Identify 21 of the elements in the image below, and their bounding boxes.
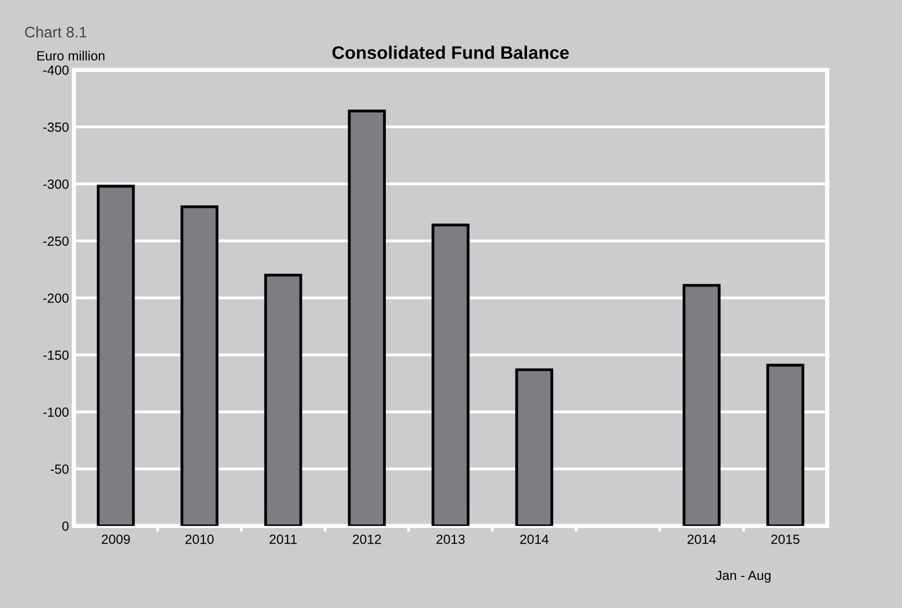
y-tick-label: -200 [43,293,69,303]
x-tick-label: 2015 [771,534,800,544]
x-tick-label: 2009 [102,534,130,544]
y-tick-label: -400 [43,65,69,75]
y-axis-title: Euro million [37,50,104,60]
y-tick-label: -50 [50,464,69,474]
x-tick-label: 2013 [436,534,465,544]
caption: Chart 8.1 [25,26,86,38]
x-tick-label: 2011 [270,534,297,544]
y-tick-label: -150 [43,350,69,360]
y-tick-label: -250 [43,236,69,246]
chart-title: Consolidated Fund Balance [332,46,569,59]
y-tick-label: -350 [43,122,69,132]
text: Jan - Aug [716,570,770,583]
x-tick-label: 2012 [352,534,381,544]
x-tick-label: 2014 [688,534,716,544]
y-tick-label: 0 [62,521,69,531]
x-tick-label: 2010 [185,534,214,544]
x-tick-label: 2014 [520,534,549,544]
y-tick-label: -100 [43,407,69,417]
y-tick-label: -300 [43,179,69,189]
